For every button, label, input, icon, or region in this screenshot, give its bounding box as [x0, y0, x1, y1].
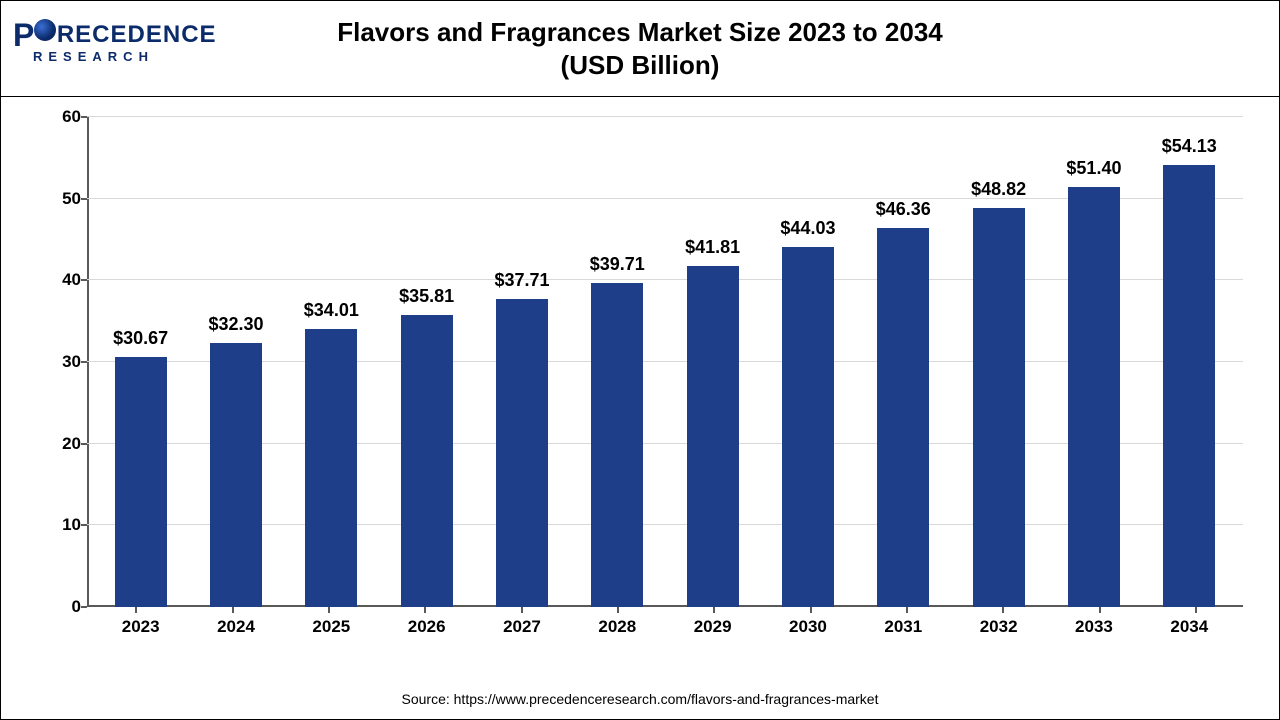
x-tick-mark [1002, 607, 1004, 613]
y-tick-label: 60 [62, 107, 81, 127]
bar-value-label: $54.13 [1162, 136, 1217, 157]
bar [1163, 165, 1215, 607]
bar-value-label: $46.36 [876, 199, 931, 220]
bar [115, 357, 167, 607]
bar-group: $35.81 [379, 117, 474, 607]
bar-value-label: $39.71 [590, 254, 645, 275]
y-tick-mark [81, 606, 87, 608]
chart-title: Flavors and Fragrances Market Size 2023 … [337, 16, 943, 81]
x-tick-mark [906, 607, 908, 613]
brand-logo: P RECEDENCE RESEARCH [13, 19, 217, 64]
logo-letter-p: P [13, 19, 34, 51]
x-tick-label: 2033 [1046, 607, 1141, 647]
bar-value-label: $35.81 [399, 286, 454, 307]
x-tick-mark [1195, 607, 1197, 613]
y-tick-mark [81, 524, 87, 526]
y-tick-mark [81, 198, 87, 200]
x-tick-label: 2026 [379, 607, 474, 647]
y-tick-mark [81, 443, 87, 445]
bar-group: $44.03 [760, 117, 855, 607]
x-tick-mark [424, 607, 426, 613]
logo-text-2: RESEARCH [13, 49, 217, 64]
bar [496, 299, 548, 607]
bar-value-label: $51.40 [1066, 158, 1121, 179]
bar-value-label: $30.67 [113, 328, 168, 349]
bar [1068, 187, 1120, 607]
x-tick-mark [1099, 607, 1101, 613]
bar-value-label: $44.03 [780, 218, 835, 239]
x-tick-mark [617, 607, 619, 613]
chart-area: 0102030405060 $30.67$32.30$34.01$35.81$3… [1, 97, 1279, 691]
bar-group: $37.71 [474, 117, 569, 607]
bar-value-label: $32.30 [208, 314, 263, 335]
y-tick-mark [81, 361, 87, 363]
y-tick-label: 20 [62, 434, 81, 454]
title-line-1: Flavors and Fragrances Market Size 2023 … [337, 16, 943, 49]
bar-group: $48.82 [951, 117, 1046, 607]
x-tick-label: 2029 [665, 607, 760, 647]
bar [687, 266, 739, 607]
plot: 0102030405060 $30.67$32.30$34.01$35.81$3… [37, 117, 1243, 647]
x-tick-label: 2031 [856, 607, 951, 647]
x-tick-label: 2034 [1142, 607, 1237, 647]
y-tick-mark [81, 116, 87, 118]
y-axis: 0102030405060 [37, 117, 87, 607]
bar-value-label: $37.71 [494, 270, 549, 291]
bar-group: $32.30 [188, 117, 283, 607]
x-tick-mark [713, 607, 715, 613]
bar [305, 329, 357, 607]
bar [591, 283, 643, 607]
y-tick-label: 50 [62, 189, 81, 209]
bar-group: $34.01 [284, 117, 379, 607]
bar-group: $54.13 [1142, 117, 1237, 607]
y-tick-mark [81, 279, 87, 281]
x-tick-label: 2024 [188, 607, 283, 647]
bar-group: $41.81 [665, 117, 760, 607]
x-tick-label: 2025 [284, 607, 379, 647]
y-tick-label: 40 [62, 270, 81, 290]
logo-text-1: RECEDENCE [57, 21, 217, 49]
x-axis-labels: 2023202420252026202720282029203020312032… [87, 607, 1243, 647]
bar-group: $30.67 [93, 117, 188, 607]
bar-group: $39.71 [570, 117, 665, 607]
x-tick-label: 2030 [760, 607, 855, 647]
chart-container: P RECEDENCE RESEARCH Flavors and Fragran… [0, 0, 1280, 720]
bar-value-label: $34.01 [304, 300, 359, 321]
logo-bullet-icon [34, 19, 56, 41]
bars: $30.67 $32.30 $34.01 $35.81 $37.71 $39.71 $41.… [87, 117, 1243, 607]
bar-group: $46.36 [856, 117, 951, 607]
x-tick-label: 2027 [474, 607, 569, 647]
bar [877, 228, 929, 607]
y-tick-label: 10 [62, 515, 81, 535]
bar-value-label: $48.82 [971, 179, 1026, 200]
source-citation: Source: https://www.precedenceresearch.c… [1, 691, 1279, 719]
header: P RECEDENCE RESEARCH Flavors and Fragran… [1, 1, 1279, 97]
x-tick-label: 2028 [570, 607, 665, 647]
x-tick-mark [232, 607, 234, 613]
x-tick-mark [810, 607, 812, 613]
bar [973, 208, 1025, 607]
x-tick-mark [328, 607, 330, 613]
x-tick-label: 2023 [93, 607, 188, 647]
bar-group: $51.40 [1046, 117, 1141, 607]
x-tick-label: 2032 [951, 607, 1046, 647]
x-tick-mark [135, 607, 137, 613]
bar [401, 315, 453, 607]
x-tick-mark [521, 607, 523, 613]
bar-value-label: $41.81 [685, 237, 740, 258]
title-line-2: (USD Billion) [337, 49, 943, 82]
bar [210, 343, 262, 607]
y-tick-label: 30 [62, 352, 81, 372]
y-tick-label: 0 [72, 597, 81, 617]
bar [782, 247, 834, 607]
